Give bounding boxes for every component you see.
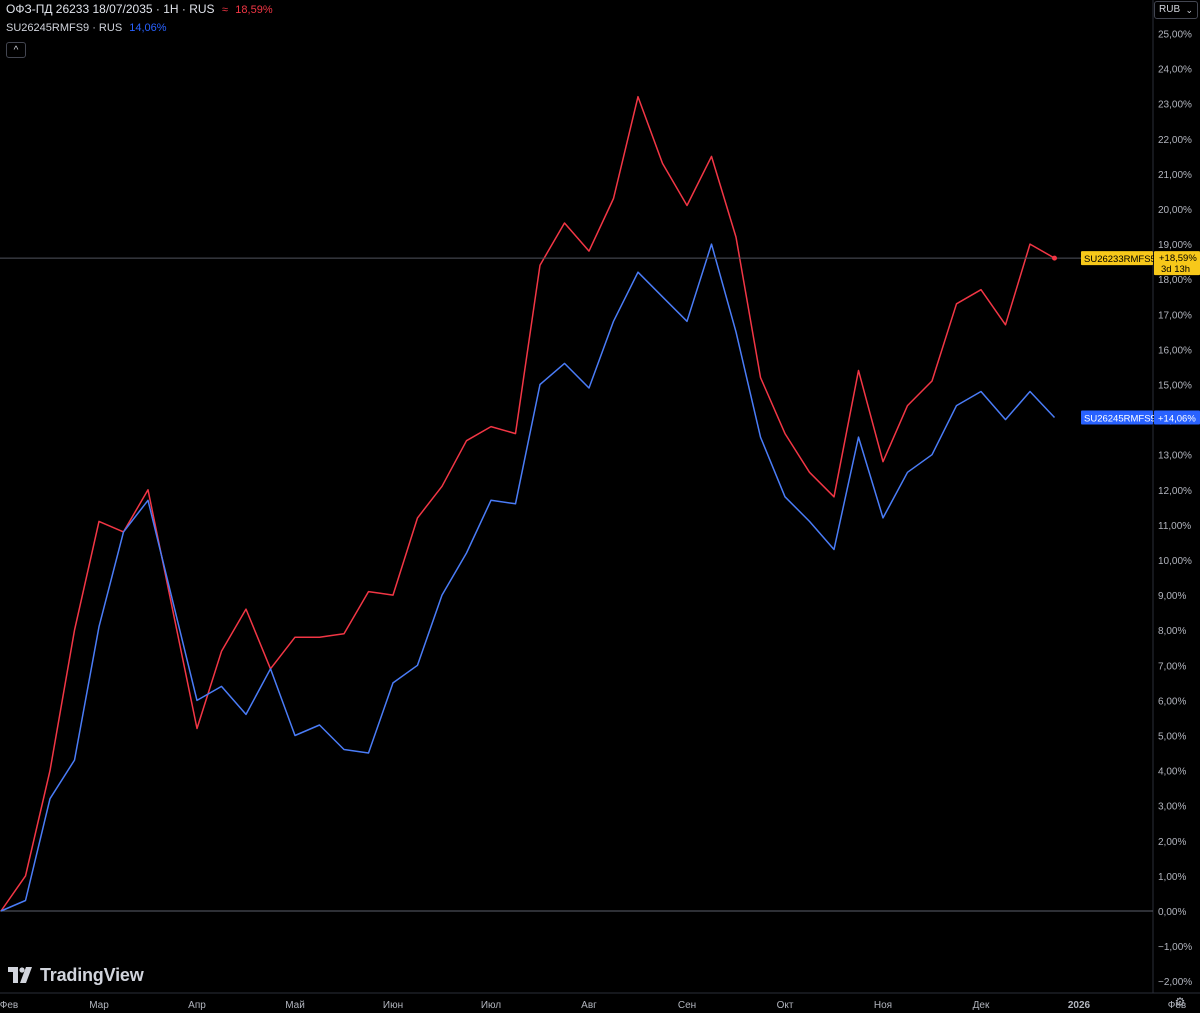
y-tick-label: 15,00% (1158, 381, 1192, 392)
series-line-su26245rmfs9 (0, 243, 1056, 912)
x-tick-label: Июл (481, 1000, 501, 1011)
y-tick-label: 16,00% (1158, 345, 1192, 356)
collapse-legend-button[interactable]: ^ (6, 42, 26, 58)
y-tick-label: 17,00% (1158, 310, 1192, 321)
legend-main-title: ОФЗ-ПД 26233 18/07/2035 · 1H · RUS (6, 2, 215, 16)
x-tick-label: Окт (777, 1000, 794, 1011)
y-tick-label: 23,00% (1158, 100, 1192, 111)
price-badges: SU26233RMFS5 +18,59%3d 13h SU26245RMFS9 +14… (1081, 251, 1200, 425)
y-tick-label: 10,00% (1158, 556, 1192, 567)
chevron-down-icon: ⌄ (1185, 5, 1193, 15)
series-line-su26233rmfs5 (0, 95, 1055, 912)
tradingview-logo[interactable]: TradingView (8, 963, 144, 987)
y-tick-label: 18,00% (1158, 275, 1192, 286)
y-tick-label: 13,00% (1158, 451, 1192, 462)
tv-logo-icon (8, 967, 32, 983)
x-tick-label: Сен (678, 1000, 696, 1011)
price-badge-bg (1154, 410, 1200, 425)
y-tick-label: 19,00% (1158, 240, 1192, 251)
y-tick-label: 25,00% (1158, 30, 1192, 41)
legend-main-value: 18,59% (235, 4, 273, 16)
wave-icon: ≈ (221, 4, 228, 16)
y-tick-label: 3,00% (1158, 802, 1186, 813)
price-badge-bg (1154, 251, 1200, 276)
settings-gear-icon[interactable]: ⚙ (1174, 995, 1186, 1009)
y-tick-label: 6,00% (1158, 696, 1186, 707)
y-tick-label: 20,00% (1158, 205, 1192, 216)
legend-secondary-row[interactable]: SU26245RMFS9 · RUS 14,06% (6, 22, 171, 34)
y-tick-label: 12,00% (1158, 486, 1192, 497)
series-name-badge-bg (1081, 410, 1153, 425)
x-tick-label: Ноя (874, 1000, 892, 1011)
x-tick-label: Фев (0, 1000, 18, 1011)
x-tick-label: Май (285, 1000, 305, 1011)
price-badge-value: +18,59% (1159, 253, 1197, 264)
price-badge-countdown: 3d 13h (1161, 264, 1190, 275)
y-tick-label: −2,00% (1158, 977, 1192, 988)
series-name-badge: SU26233RMFS5 (1084, 254, 1156, 265)
series-name-badge-bg (1081, 251, 1153, 266)
legend-secondary-value: 14,06% (129, 22, 167, 34)
currency-button[interactable]: RUB ⌄ (1154, 1, 1198, 19)
x-tick-label: Дек (973, 1000, 990, 1011)
y-tick-label: 4,00% (1158, 767, 1186, 778)
x-tick-label: Апр (188, 1000, 206, 1011)
last-point-marker (1052, 255, 1057, 261)
y-tick-label: 2,00% (1158, 837, 1186, 848)
x-tick-label: Июн (383, 1000, 403, 1011)
x-tick-label: Авг (581, 1000, 597, 1011)
price-badge-value: +14,06% (1158, 413, 1196, 424)
chevron-up-icon: ^ (13, 45, 19, 56)
y-tick-label: 7,00% (1158, 661, 1186, 672)
y-tick-label: 8,00% (1158, 626, 1186, 637)
plot-area (0, 95, 1153, 912)
x-tick-label: 2026 (1068, 1000, 1091, 1011)
logo-text: TradingView (40, 964, 144, 985)
x-tick-label: Фев (1168, 1000, 1186, 1011)
y-tick-label: 21,00% (1158, 170, 1192, 181)
y-tick-label: 11,00% (1158, 521, 1191, 532)
y-tick-label: 0,00% (1158, 907, 1186, 918)
y-tick-label: 1,00% (1158, 872, 1186, 883)
legend-main-row[interactable]: ОФЗ-ПД 26233 18/07/2035 · 1H · RUS ≈ 18,… (6, 2, 277, 16)
currency-label: RUB (1159, 4, 1181, 15)
y-tick-label: 22,00% (1158, 135, 1192, 146)
y-tick-label: 9,00% (1158, 591, 1186, 602)
y-tick-label: 5,00% (1158, 732, 1186, 743)
y-tick-label: 24,00% (1158, 65, 1192, 76)
y-tick-label: −1,00% (1158, 942, 1192, 953)
x-tick-label: Мар (89, 1000, 109, 1011)
legend-secondary-title: SU26245RMFS9 · RUS (6, 22, 123, 34)
series-name-badge: SU26245RMFS9 (1084, 413, 1156, 424)
